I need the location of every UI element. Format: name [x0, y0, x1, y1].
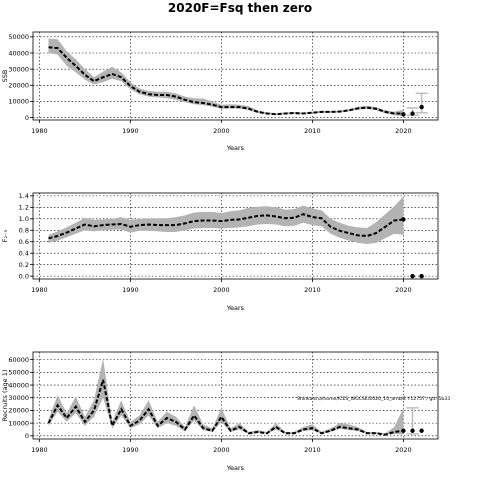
recruits-projection-point-1 [410, 428, 415, 433]
ssb-ytick-label-5: 50000 [8, 33, 29, 41]
recruits-xtick-label-1980: 1980 [31, 446, 48, 454]
recruits-xtick-label-1990: 1990 [122, 446, 139, 454]
recruits-ytick-label-2: 20000 [8, 407, 29, 415]
recruits-annotation: Shinkaisha/home/ICES_WGCSE/2020_10_amb/2… [297, 396, 450, 402]
f-ytick-label-7: 1.4 [19, 192, 29, 200]
f-x-axis-label: Years [226, 304, 245, 312]
ssb-x-axis-label: Years [226, 144, 245, 152]
f-xtick-label-2010: 2010 [304, 286, 321, 294]
page-title: 2020F=Fsq then zero [167, 1, 313, 15]
ssb-median-line [48, 46, 404, 116]
recruits-panel: 1980 1990 2000 2010 2020 0 10000 20000 30000 4000… [1, 351, 450, 472]
recruits-ytick-label-4: 40000 [8, 381, 29, 389]
ssb-projection-point-0 [401, 112, 406, 117]
f-axes-frame [32, 192, 439, 280]
f-ytick-label-5: 1.0 [19, 215, 29, 223]
ssb-ytick-label-3: 30000 [8, 65, 29, 73]
f-median-line [48, 213, 404, 240]
f-xtick-label-2020: 2020 [395, 286, 412, 294]
ssb-projection-point-2 [419, 104, 424, 110]
recruits-ytick-label-5: 50000 [8, 369, 29, 377]
ssb-ytick-label-1: 10000 [8, 98, 29, 106]
f-xtick-label-1980: 1980 [31, 286, 48, 294]
recruits-ytick-label-6: 60000 [8, 356, 29, 364]
f-projection-point-1 [410, 273, 415, 279]
ssb-ytick-label-2: 20000 [8, 82, 29, 90]
ssb-xtick-label-2010: 2010 [304, 127, 321, 135]
recruits-x-axis-label: Years [226, 464, 245, 472]
ssb-ytick-label-4: 40000 [8, 49, 29, 57]
recruits-xtick-label-2010: 2010 [304, 446, 321, 454]
ssb-projection-point-1 [410, 111, 415, 116]
recruits-y-axis-label: Recruits (age 1) [1, 370, 9, 422]
f-ytick-label-3: 0.6 [19, 238, 29, 246]
f-projection-point-0 [401, 217, 406, 222]
f-ytick-label-4: 0.8 [19, 227, 29, 235]
f-ytick-label-6: 1.2 [19, 204, 29, 212]
recruits-ytick-label-1: 10000 [8, 419, 29, 427]
f-projection-point-2 [419, 273, 424, 279]
recruits-median-line [47, 379, 404, 436]
ssb-ytick-label-0: 0 [25, 114, 29, 122]
ssb-xtick-label-2020: 2020 [395, 127, 412, 135]
f-ytick-label-2: 0.4 [19, 250, 29, 258]
ssb-y-axis-label: SSB [1, 70, 9, 83]
ssb-xtick-label-1990: 1990 [122, 127, 139, 135]
f-xtick-label-1990: 1990 [122, 286, 139, 294]
recruits-confidence-band [48, 358, 404, 435]
recruits-projection-point-2 [419, 428, 424, 433]
ssb-xtick-label-2000: 2000 [213, 127, 230, 135]
f-xtick-label-2000: 2000 [213, 286, 230, 294]
ssb-panel: 1980 1990 2000 2010 2020 0 10000 20000 30000 4000… [1, 31, 439, 152]
ssb-xtick-label-1980: 1980 [31, 127, 48, 135]
recruits-axes-frame [32, 351, 439, 440]
f-ytick-label-1: 0.2 [19, 261, 29, 269]
recruits-xtick-label-2000: 2000 [213, 446, 230, 454]
fishing-mortality-panel: 1980 1990 2000 2010 2020 0.0 0.2 0.4 0.6 0.8 1.0 1.… [1, 192, 439, 312]
ssb-axes-frame [32, 31, 439, 121]
recruits-xtick-label-2020: 2020 [395, 446, 412, 454]
f-y-axis-label: F₂₋₅ [1, 229, 9, 242]
recruits-ytick-label-0: 0 [25, 432, 29, 440]
recruits-projection-point-0 [401, 428, 406, 433]
f-ytick-label-0: 0.0 [19, 272, 29, 280]
recruits-ytick-label-3: 30000 [8, 394, 29, 402]
